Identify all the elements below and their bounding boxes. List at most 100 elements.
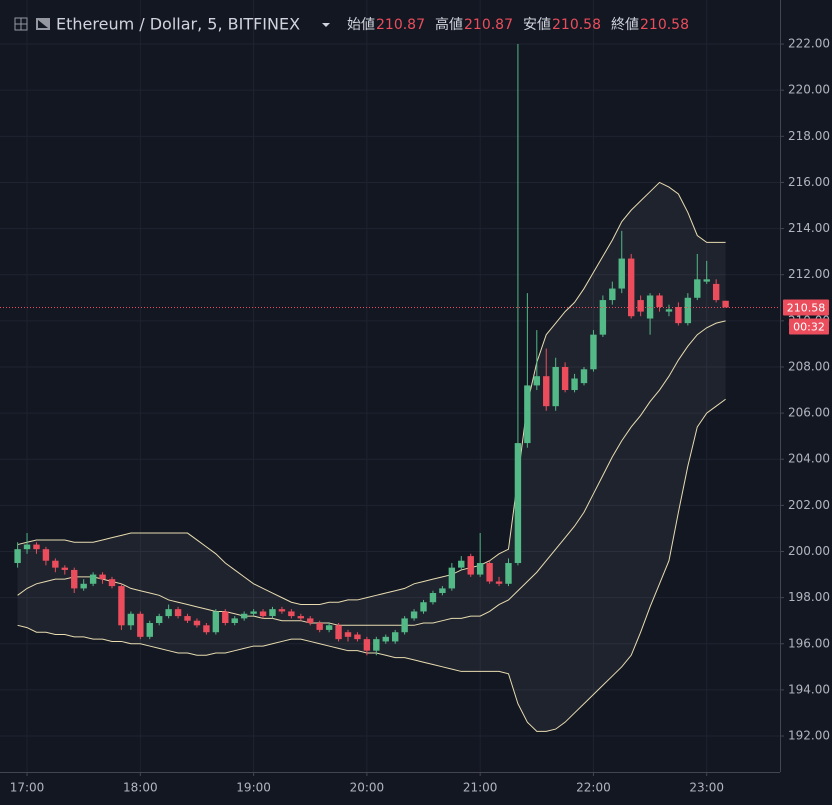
x-tick-label: 17:00 xyxy=(10,781,45,795)
ohlc-label: 高値 xyxy=(435,16,463,33)
candle-body xyxy=(344,632,352,637)
candle-body xyxy=(533,376,540,386)
ohlc-value: 210.58 xyxy=(640,17,689,33)
x-tick-label: 22:00 xyxy=(576,781,611,795)
y-tick-label: 208.00 xyxy=(788,359,830,373)
candle-body xyxy=(231,618,238,623)
countdown-label: 00:32 xyxy=(793,320,825,333)
candle-body xyxy=(439,588,446,594)
candle-body xyxy=(14,549,21,564)
candle-body xyxy=(52,560,59,568)
candle-body xyxy=(524,385,531,444)
y-tick-label: 194.00 xyxy=(788,682,830,696)
candle-body xyxy=(543,376,550,407)
dropdown-caret[interactable] xyxy=(322,23,330,27)
candle-body xyxy=(80,583,87,589)
ohlc-label: 始値 xyxy=(347,17,375,33)
candle-body xyxy=(694,279,701,298)
candle-body xyxy=(354,634,361,640)
candle-body xyxy=(599,300,607,335)
y-tick-label: 200.00 xyxy=(788,544,830,558)
candle-body xyxy=(665,309,673,312)
candle-body xyxy=(571,378,578,391)
candle-body xyxy=(118,586,125,626)
candle-body xyxy=(174,609,182,617)
candle-body xyxy=(373,639,380,651)
y-tick-label: 198.00 xyxy=(788,590,830,604)
candle-body xyxy=(609,288,616,301)
candle-body xyxy=(325,625,333,630)
candle-body xyxy=(127,613,135,626)
candle-body xyxy=(458,560,465,568)
candle-body xyxy=(288,611,295,617)
candle-body xyxy=(628,258,635,317)
ohlc-label: 安値 xyxy=(523,17,551,33)
band-line xyxy=(17,320,726,626)
candle-body xyxy=(552,366,559,407)
candle-body xyxy=(193,620,201,626)
x-tick-label: 21:00 xyxy=(463,781,498,795)
candle-body xyxy=(637,300,644,312)
candle-body xyxy=(108,579,116,587)
candle-body xyxy=(137,613,144,637)
candle-body xyxy=(165,609,172,617)
candle-body xyxy=(71,569,78,589)
candle-body xyxy=(618,258,625,289)
x-tick-label: 19:00 xyxy=(236,781,271,795)
candle-body xyxy=(42,549,50,561)
candle-body xyxy=(476,563,484,575)
candle-body xyxy=(89,574,97,584)
candle-body xyxy=(278,609,286,612)
x-tick-label: 18:00 xyxy=(123,781,158,795)
y-tick-label: 206.00 xyxy=(788,406,830,420)
plot xyxy=(0,44,780,732)
candle-body xyxy=(722,300,729,308)
ohlc-value: 210.58 xyxy=(552,17,601,33)
candle-body xyxy=(467,556,474,575)
candle-body xyxy=(99,574,106,580)
candle-body xyxy=(250,611,257,614)
y-tick-label: 202.00 xyxy=(788,498,830,512)
last-price-tag xyxy=(783,299,829,316)
candle-body xyxy=(590,334,597,370)
candle-body xyxy=(410,611,418,619)
y-tick-label: 192.00 xyxy=(788,729,830,743)
candle-body xyxy=(382,636,389,642)
x-tick-label: 23:00 xyxy=(689,781,724,795)
y-tick-label: 214.00 xyxy=(788,221,830,235)
candle-body xyxy=(33,544,40,550)
candle-body xyxy=(335,625,342,640)
candle-body xyxy=(297,616,304,619)
candle-body xyxy=(495,581,503,584)
candle-body xyxy=(23,544,31,550)
y-tick-label: 212.00 xyxy=(788,267,830,281)
y-tick-label: 220.00 xyxy=(788,83,830,97)
countdown-tag xyxy=(789,318,829,335)
band-fill xyxy=(17,182,726,732)
candle-body xyxy=(240,613,248,619)
y-tick-label: 222.00 xyxy=(788,37,830,51)
candle-body xyxy=(580,369,588,384)
symbol-icon xyxy=(36,18,50,30)
symbol-title[interactable]: Ethereum / Dollar, 5, BITFINEX xyxy=(56,15,300,34)
candle-body xyxy=(401,618,408,633)
candle-body xyxy=(656,295,663,308)
ohlc-value: 210.87 xyxy=(464,17,513,33)
candle-body xyxy=(420,602,427,612)
y-tick-label: 218.00 xyxy=(788,129,830,143)
last-price-label: 210.58 xyxy=(787,301,826,314)
candle-body xyxy=(222,611,229,623)
y-tick-label: 216.00 xyxy=(788,175,830,189)
candle-body xyxy=(156,616,163,623)
candle-body xyxy=(684,297,692,324)
candle-body xyxy=(561,366,569,391)
candle-body xyxy=(514,443,522,564)
candle-body xyxy=(505,563,512,584)
candle-body xyxy=(486,563,493,582)
candle-body xyxy=(646,295,654,319)
candle-body xyxy=(184,616,191,621)
candle-body xyxy=(269,609,276,617)
